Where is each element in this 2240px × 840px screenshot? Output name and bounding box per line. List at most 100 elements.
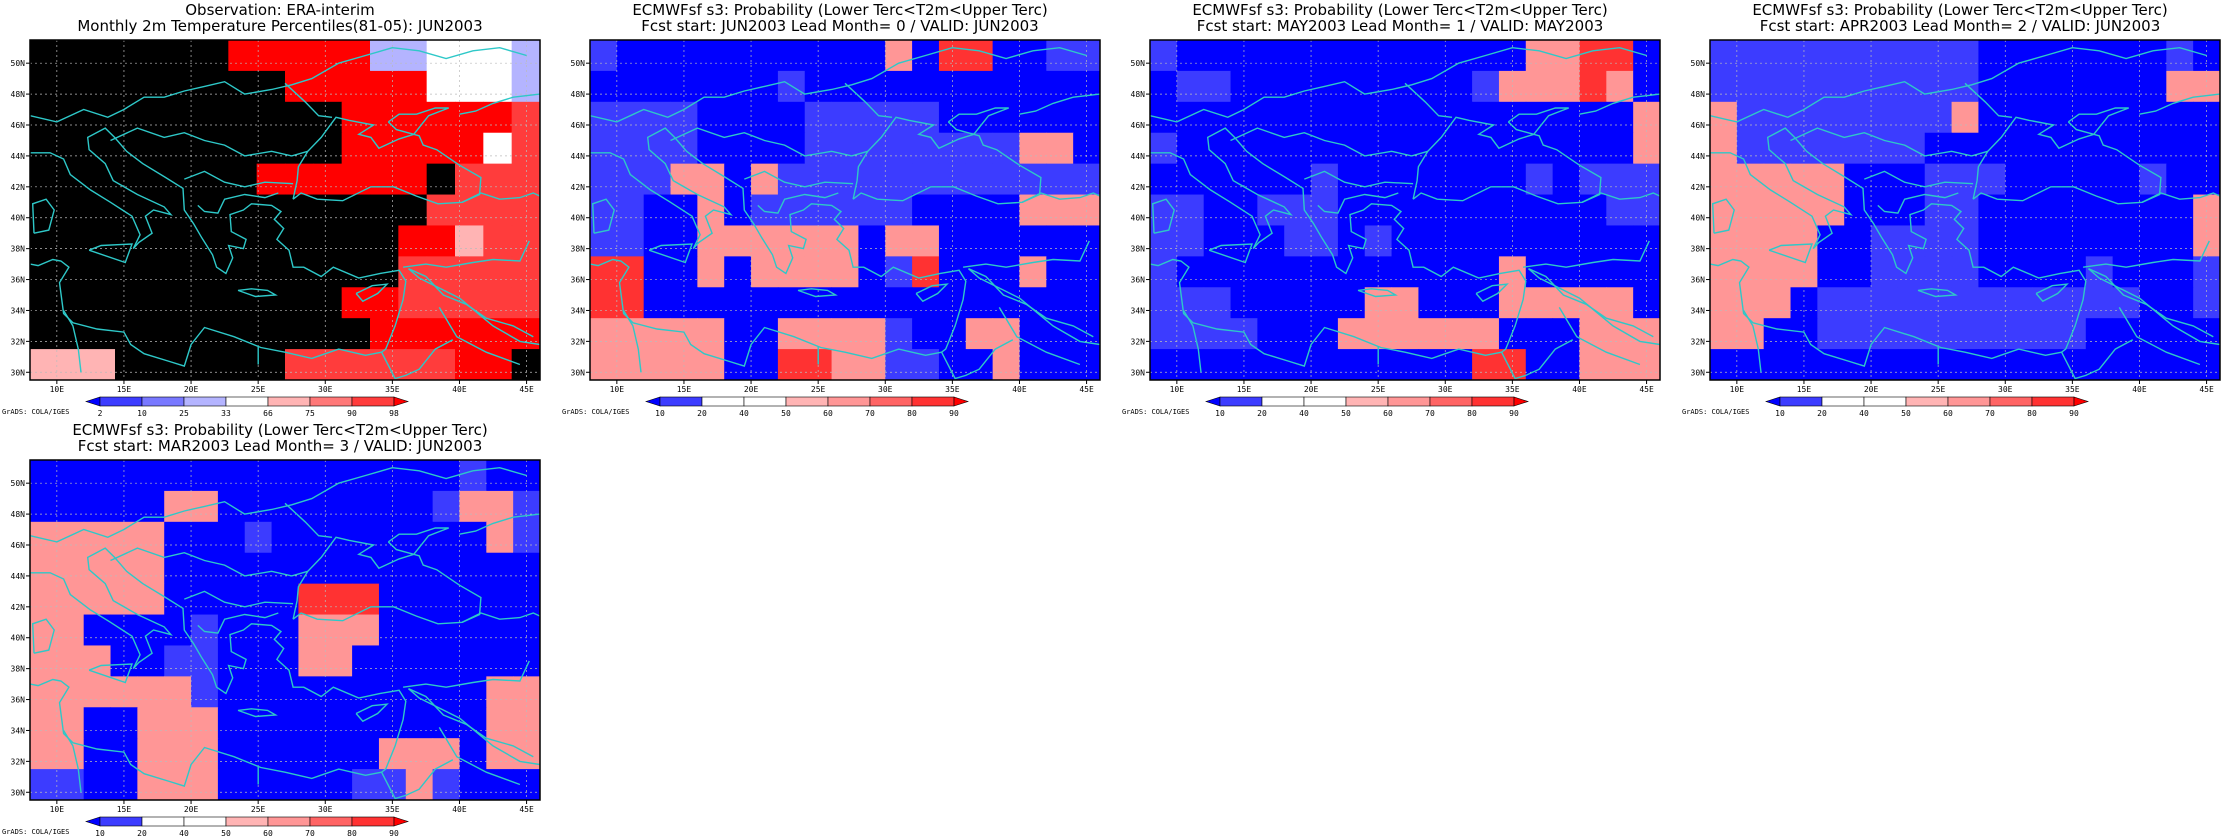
colorbar-segment: [827, 396, 871, 407]
coastline: [30, 258, 382, 367]
coastline: [648, 243, 694, 264]
grid-cell: [885, 163, 913, 196]
grid-cell: [1552, 287, 1580, 319]
graticule: [1150, 40, 1660, 380]
grid-cell: [1046, 132, 1074, 165]
grid-cell: [697, 194, 725, 226]
grid-cell: [486, 460, 514, 492]
grid-cell: [1924, 101, 1953, 134]
grid-cell: [643, 318, 672, 350]
grid-cell: [164, 676, 192, 708]
shaded-grid: [590, 40, 1100, 380]
grid-cell: [271, 707, 299, 739]
grid-cell: [115, 287, 144, 319]
lon-tick-label: 35E: [945, 385, 960, 394]
lat-tick-label: 34N: [1131, 306, 1146, 315]
grid-cell: [352, 676, 380, 708]
grid-cell: [58, 349, 88, 380]
grid-cell: [30, 521, 58, 554]
grid-cell: [1763, 40, 1792, 72]
grid-cell: [2139, 225, 2167, 257]
lon-tick-label: 35E: [2065, 385, 2080, 394]
grid-cell: [2032, 132, 2060, 165]
grid-cell: [486, 707, 514, 739]
grid-cell: [804, 163, 833, 196]
coastline: [591, 198, 615, 234]
grads-credit: GrADS: COLA/IGES: [1682, 408, 1749, 416]
grid-cell: [256, 256, 286, 288]
grid-cell: [2112, 256, 2140, 288]
colorbar-segment: [141, 396, 185, 407]
grid-cell: [2005, 163, 2033, 196]
panel-title-line1: ECMWFsf s3: Probability (Lower Terc<T2m<…: [1192, 1, 1608, 19]
grid-cell: [244, 707, 273, 739]
grid-cell: [1817, 40, 1845, 72]
lon-tick-label: 25E: [251, 805, 266, 814]
lat-tick-label: 32N: [11, 337, 26, 346]
map-forecast-lead2: 10E 15E 20E 25E 30E 35E 40E 45E 30N 32N 34N 36N 38N 4…: [1682, 39, 2221, 418]
grid-cell: [511, 318, 540, 350]
grid-cell: [483, 287, 513, 319]
grid-cell: [1710, 40, 1738, 72]
grid-cell: [2085, 287, 2114, 319]
grid-cell: [83, 769, 112, 800]
grid-cell: [777, 163, 806, 196]
grid-cell: [1284, 287, 1312, 319]
grid-cell: [697, 40, 725, 72]
coastline: [461, 612, 540, 623]
grid-cell: [1257, 318, 1285, 350]
grid-cell: [1710, 256, 1738, 288]
grid-cell: [483, 40, 513, 72]
panel-forecast-lead3: ECMWFsf s3: Probability (Lower Terc<T2m<…: [0, 420, 560, 840]
grid-cell: [405, 738, 434, 770]
grid-cell: [2032, 318, 2060, 350]
grid-cell: [405, 769, 434, 800]
grid-cell: [912, 256, 940, 288]
grid-cell: [1257, 349, 1285, 380]
colorbar-segment: [1387, 396, 1431, 407]
grid-cell: [1046, 101, 1074, 134]
grid-cell: [285, 349, 314, 380]
grid-cell: [513, 583, 540, 616]
grid-cell: [2085, 225, 2114, 257]
grid-cell: [1951, 225, 1979, 257]
grid-cell: [200, 40, 229, 72]
grid-cell: [965, 70, 994, 103]
grid-cell: [378, 521, 407, 554]
colorbar-label: 33: [221, 409, 231, 418]
grid-cell: [1763, 349, 1792, 380]
colorbar-label: 90: [2069, 409, 2079, 418]
grid-cell: [405, 707, 434, 739]
grid-cell: [1978, 349, 2006, 380]
grid-cell: [992, 225, 1020, 257]
grid-cell: [1525, 40, 1554, 72]
coastline: [403, 240, 530, 268]
grid-cell: [1311, 256, 1339, 288]
grid-cell: [1924, 287, 1953, 319]
grid-cell: [1633, 132, 1660, 165]
grid-cell: [1418, 70, 1446, 103]
grid-cell: [643, 70, 672, 103]
colorbar-label: 40: [1859, 409, 1869, 418]
grid-cell: [483, 163, 513, 196]
grid-cell: [751, 318, 779, 350]
grid-cell: [912, 101, 940, 134]
grid-cell: [1710, 101, 1738, 134]
panel-title-line1: ECMWFsf s3: Probability (Lower Terc<T2m<…: [72, 421, 488, 439]
coastline: [1711, 198, 1735, 234]
grid-cell: [885, 349, 913, 380]
colorbar-label: 70: [1985, 409, 1995, 418]
lat-tick-label: 42N: [571, 183, 586, 192]
lat-tick-label: 46N: [571, 121, 586, 130]
grid-cell: [1150, 40, 1178, 72]
grid-cell: [1337, 318, 1366, 350]
grid-cell: [256, 132, 286, 165]
grid-cell: [313, 225, 343, 257]
grid-cell: [164, 645, 192, 677]
grid-cell: [191, 552, 219, 585]
grid-cell: [1525, 163, 1554, 196]
colorbar-arrow-right: [953, 396, 969, 407]
graticule: [590, 40, 1100, 380]
grid-cell: [511, 287, 540, 319]
grid-cell: [459, 645, 487, 677]
